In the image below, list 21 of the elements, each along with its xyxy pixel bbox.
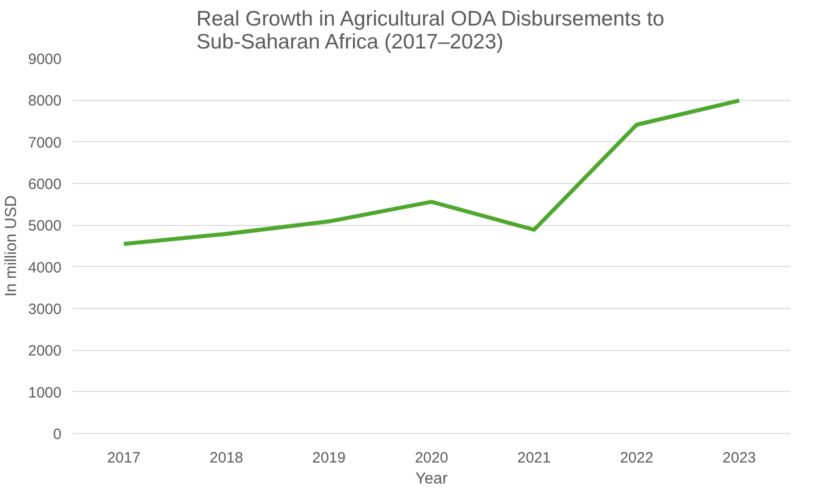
x-tick-label: 2022 [620,450,654,466]
x-tick-label: 2020 [414,450,448,466]
x-tick-label: 2023 [722,450,756,466]
x-tick-label: 2017 [107,450,140,466]
y-tick-label: 2000 [28,342,62,360]
y-tick-label: 9000 [28,51,62,68]
y-tick-label: 5000 [28,218,62,235]
y-tick-label: 4000 [28,259,62,276]
chart-title: Real Growth in Agricultural ODA Disbursements to Sub-Saharan Africa (2017–2023) [196,8,664,54]
x-axis-title: Year [415,470,448,488]
y-tick-label: 3000 [28,301,62,318]
y-tick-label: 8000 [28,92,62,110]
y-axis-title: In million USD [3,195,20,297]
y-tick-label: 1000 [28,384,62,402]
line-series [122,98,742,246]
x-tick-label: 2019 [312,450,346,466]
y-tick-label: 0 [53,426,62,443]
y-tick-label: 7000 [28,134,62,152]
x-tick-label: 2018 [210,450,244,466]
x-tick-label: 2021 [517,450,551,466]
y-tick-label: 6000 [28,176,62,193]
